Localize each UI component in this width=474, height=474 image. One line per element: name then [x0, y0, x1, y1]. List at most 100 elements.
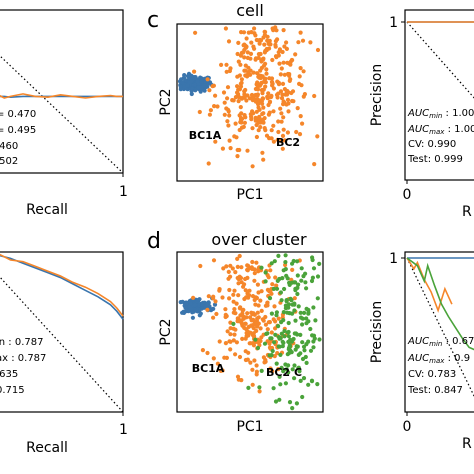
pca-over-cluster-point-c [273, 332, 278, 337]
pca-cell-point-bc2 [276, 53, 281, 58]
pca-over-cluster-point-bc2 [249, 323, 254, 328]
pca-cell-point-bc2 [280, 133, 286, 138]
pca-cell-point-bc1a [179, 77, 184, 82]
pca-over-cluster-point-bc2 [214, 311, 219, 317]
pca-cell-point-bc2 [224, 69, 229, 74]
pca-cell-point-bc1a [196, 85, 201, 90]
pca-cell-point-bc2 [264, 67, 269, 72]
pr-top-right-ann-0: AUCmin : 1.00 [407, 108, 474, 120]
pca-cell-point-bc2 [243, 68, 248, 73]
pr-bottom-left-panel: in : 0.787 ax : 0.787 .635 0.715 1 Recal… [0, 251, 128, 456]
pca-cell-point-bc2 [278, 89, 284, 94]
pr-top-right-ylabel: Precision [369, 64, 385, 126]
pr-bottom-left-ann-3: 0.715 [0, 385, 25, 396]
pca-over-cluster-point-c [299, 266, 304, 271]
pca-over-cluster-point-c [306, 319, 311, 324]
pr-bottom-right-ylabel: Precision [369, 301, 385, 363]
pca-cell-point-bc2 [276, 129, 281, 135]
pr-bottom-left-series-0-line [0, 254, 124, 320]
pca-cell-point-bc2 [300, 121, 305, 126]
pca-over-cluster-label-bc1a: BC1A [192, 362, 225, 375]
pca-cell-point-bc2 [221, 90, 227, 95]
pca-cell-point-bc2 [231, 98, 236, 103]
pca-cell-point-bc1a [178, 87, 183, 92]
pca-over-cluster-point-c [304, 342, 309, 347]
pca-over-cluster-point-c [295, 259, 300, 264]
pca-cell-point-bc2 [270, 81, 275, 87]
pca-over-cluster-point-bc2 [258, 298, 263, 303]
pca-cell-point-bc2 [233, 121, 238, 126]
pca-over-cluster-point-bc2 [251, 333, 257, 339]
pca-cell-point-bc2 [285, 97, 291, 102]
pca-over-cluster-point-c [310, 333, 315, 338]
pca-cell-point-bc2 [280, 81, 286, 86]
pca-cell-point-bc2 [274, 28, 279, 33]
pca-over-cluster-point-c [290, 311, 295, 316]
pca-cell-point-bc2 [276, 50, 281, 55]
pca-cell-point-bc2 [237, 147, 242, 153]
pca-over-cluster-point-c [311, 305, 316, 310]
pca-over-cluster-point-bc2 [232, 307, 237, 312]
pca-over-cluster-point-c [231, 321, 236, 326]
pca-over-cluster-point-bc1a [178, 300, 183, 305]
pca-over-cluster-point-bc2 [269, 330, 274, 335]
pca-cell-point-bc2 [260, 150, 265, 155]
pca-over-cluster-point-c [308, 348, 314, 353]
pca-cell-point-bc2 [257, 107, 262, 112]
pca-over-cluster-point-c [272, 340, 277, 345]
pca-over-cluster-point-c [259, 368, 264, 373]
pca-over-cluster-point-bc2 [217, 339, 222, 344]
pca-cell-point-bc2 [291, 99, 296, 104]
pca-over-cluster-point-c [273, 399, 279, 404]
pca-cell-point-bc2 [266, 95, 271, 100]
pca-over-cluster-point-c [300, 322, 305, 327]
pca-cell-point-bc2 [235, 51, 240, 57]
pca-cell-point-bc1a [182, 73, 187, 78]
pca-cell-point-bc2 [266, 91, 271, 96]
pca-over-cluster-point-bc2 [223, 314, 228, 320]
pca-over-cluster-point-c [303, 354, 308, 360]
pca-over-cluster-point-bc2 [249, 318, 254, 323]
pca-over-cluster-point-bc2 [211, 294, 216, 299]
pca-cell-point-bc2 [281, 28, 286, 33]
pca-cell-point-bc2 [264, 133, 270, 138]
pca-over-cluster-point-bc2 [198, 263, 203, 269]
pr-bottom-right-panel: 1 0 R Precision AUCmin : 0.67 AUCmax : 0… [369, 251, 474, 452]
pca-cell-point-bc2 [278, 106, 283, 111]
pr-bottom-right-xlabel: R [462, 436, 472, 452]
pca-over-cluster-point-bc2 [232, 332, 237, 337]
pca-cell-point-bc2 [260, 111, 265, 117]
pca-cell-point-bc2 [264, 48, 269, 53]
pca-cell-point-bc2 [223, 26, 228, 31]
pca-over-cluster-point-bc2 [234, 301, 239, 306]
pr-bottom-right-ytick-label: 1 [389, 251, 398, 267]
pca-over-cluster-point-c [283, 260, 288, 265]
pca-cell-point-bc2 [278, 72, 283, 77]
pca-cell-point-bc2 [261, 157, 266, 162]
pca-cell-point-bc2 [236, 40, 241, 46]
pca-over-cluster-point-bc2 [259, 335, 264, 340]
pca-over-cluster-point-c [301, 376, 307, 381]
pca-over-cluster-point-bc2 [227, 296, 232, 301]
pr-bottom-right-xtick-label: 0 [403, 419, 412, 435]
pca-cell-point-bc2 [241, 124, 246, 129]
pca-over-cluster-point-bc2 [259, 308, 264, 313]
pr-bottom-left-xtick-label: 1 [119, 422, 128, 438]
pca-over-cluster-point-bc2 [231, 299, 236, 304]
pca-cell-point-bc2 [260, 117, 266, 122]
pr-bottom-right-ann-0: AUCmin : 0.67 [407, 336, 474, 348]
pca-over-cluster-point-bc2 [227, 287, 232, 293]
pca-over-cluster-point-bc2 [268, 268, 273, 273]
pca-over-cluster-point-bc2 [276, 316, 281, 321]
pca-over-cluster-point-c [302, 348, 307, 353]
pca-over-cluster-point-bc2 [246, 350, 251, 355]
pca-cell-point-bc2 [253, 97, 258, 102]
pca-over-cluster-point-c [285, 352, 290, 357]
pca-over-cluster-point-bc2 [218, 368, 223, 373]
pca-over-cluster-point-bc2 [263, 314, 268, 320]
pca-cell-point-bc2 [294, 129, 299, 135]
pca-over-cluster-point-c [296, 282, 301, 287]
pca-over-cluster-point-c [300, 394, 305, 400]
pca-over-cluster-point-c [263, 279, 268, 284]
pca-over-cluster-panel: d over cluster BC1A BC2 C PC1 PC2 [147, 229, 324, 435]
